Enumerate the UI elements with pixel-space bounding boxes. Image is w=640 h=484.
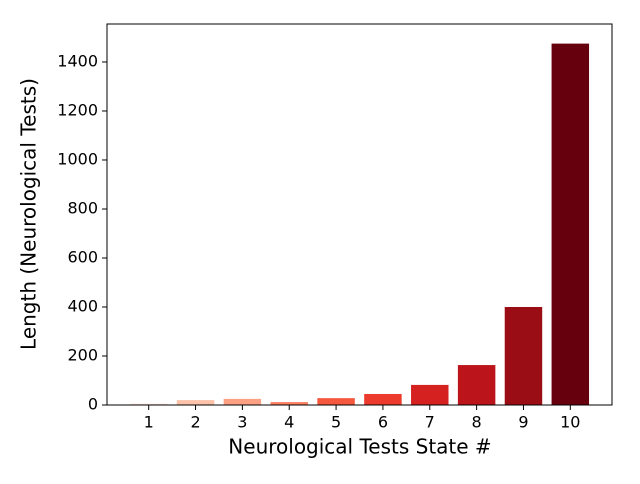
bar bbox=[223, 398, 262, 405]
bar bbox=[129, 403, 168, 405]
bar bbox=[317, 398, 355, 405]
y-tick-label: 600 bbox=[67, 247, 98, 266]
y-tick-label: 0 bbox=[88, 395, 98, 414]
x-tick-label: 2 bbox=[190, 413, 200, 432]
x-tick-label: 5 bbox=[331, 413, 341, 432]
y-tick-label: 1000 bbox=[57, 149, 98, 168]
x-tick-label: 6 bbox=[378, 413, 388, 432]
y-tick-label: 400 bbox=[67, 296, 98, 315]
x-axis-label: Neurological Tests State # bbox=[228, 435, 491, 459]
bar bbox=[270, 402, 308, 405]
bar bbox=[457, 365, 496, 405]
y-axis-label: Length (Neurological Tests) bbox=[17, 78, 41, 350]
bar bbox=[176, 400, 215, 405]
bar bbox=[411, 384, 449, 405]
bar bbox=[364, 393, 402, 405]
x-tick-label: 7 bbox=[425, 413, 435, 432]
bar bbox=[504, 306, 543, 405]
x-tick-label: 8 bbox=[472, 413, 482, 432]
y-tick-label: 1400 bbox=[57, 51, 98, 70]
x-tick-label: 10 bbox=[560, 413, 580, 432]
x-tick-label: 4 bbox=[284, 413, 294, 432]
x-tick-label: 3 bbox=[237, 413, 247, 432]
plot-frame bbox=[106, 23, 613, 406]
x-tick-label: 9 bbox=[518, 413, 528, 432]
bar bbox=[551, 43, 590, 405]
y-tick-label: 800 bbox=[67, 198, 98, 217]
y-tick-label: 1200 bbox=[57, 100, 98, 119]
y-tick-label: 200 bbox=[67, 345, 98, 364]
x-tick-label: 1 bbox=[144, 413, 154, 432]
